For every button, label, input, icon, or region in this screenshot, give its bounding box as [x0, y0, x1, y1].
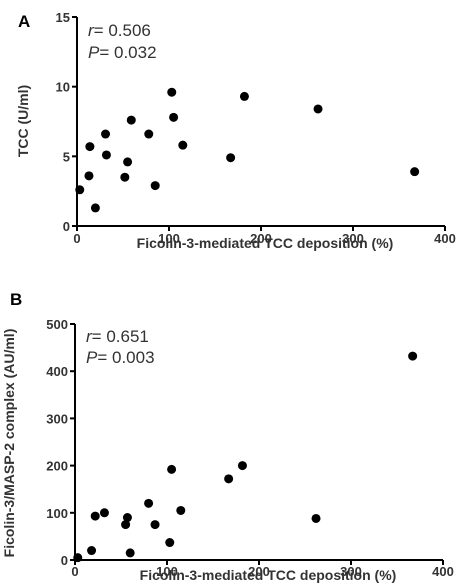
data-point: [167, 464, 177, 474]
data-point: [120, 172, 130, 182]
r-statistic: r= 0.506: [88, 21, 151, 40]
data-point: [126, 115, 136, 125]
y-axis-label: TCC (U/ml): [15, 85, 31, 157]
data-point: [125, 548, 135, 558]
y-tick-label: 400: [46, 364, 68, 379]
data-point: [90, 203, 100, 213]
data-point: [150, 181, 160, 191]
x-axis-label: Ficolin-3-mediated TCC deposition (%): [137, 235, 394, 251]
x-tick-label: 400: [432, 564, 454, 579]
r-statistic: r= 0.651: [86, 327, 149, 346]
data-point: [311, 513, 321, 523]
data-point: [167, 87, 177, 97]
data-point: [123, 157, 133, 167]
data-point: [410, 167, 420, 177]
data-point: [84, 171, 94, 181]
data-point: [165, 538, 175, 548]
y-tick-label: 500: [46, 317, 68, 332]
data-point: [176, 505, 186, 515]
panel-letter: A: [18, 12, 30, 31]
x-tick-label: 400: [434, 231, 456, 246]
data-point: [101, 150, 111, 160]
y-axis-label: Ficolin-3/MASP-2 complex (AU/ml): [1, 329, 17, 558]
x-tick-label: 0: [71, 564, 78, 579]
y-tick-label: 5: [63, 149, 70, 164]
data-point: [144, 498, 154, 508]
panel-letter: B: [10, 290, 22, 309]
p-statistic: P= 0.032: [88, 43, 157, 62]
panel-a: A r= 0.506 P= 0.032 Ficolin-3-mediated T…: [15, 10, 456, 251]
data-point: [101, 129, 111, 139]
x-tick-label: 200: [250, 231, 272, 246]
data-point: [237, 461, 247, 471]
x-tick-label: 100: [158, 231, 180, 246]
panel-b: B r= 0.651 P= 0.003 Ficolin-3-mediated T…: [1, 290, 454, 583]
data-point: [90, 511, 100, 521]
r-symbol: r: [88, 21, 95, 40]
x-tick-label: 0: [73, 231, 80, 246]
x-tick-label: 200: [248, 564, 270, 579]
data-point: [178, 140, 188, 150]
y-tick-label: 100: [46, 506, 68, 521]
x-tick-label: 100: [156, 564, 178, 579]
r-value: = 0.506: [94, 21, 151, 40]
data-point: [224, 474, 234, 484]
p-symbol: P: [86, 348, 98, 367]
y-tick-label: 0: [61, 553, 68, 568]
p-value: = 0.032: [99, 43, 156, 62]
p-symbol: P: [88, 43, 100, 62]
y-tick-label: 15: [56, 10, 70, 25]
y-tick-label: 300: [46, 411, 68, 426]
x-tick-label: 300: [340, 564, 362, 579]
x-tick-label: 300: [342, 231, 364, 246]
data-point: [408, 351, 418, 361]
data-point: [121, 520, 131, 530]
x-axis-label: Ficolin-3-mediated TCC deposition (%): [140, 567, 397, 583]
data-point: [122, 513, 132, 523]
p-value: = 0.003: [97, 348, 154, 367]
data-point: [169, 112, 179, 122]
r-symbol: r: [86, 327, 93, 346]
data-point: [85, 142, 95, 152]
data-point: [239, 91, 249, 101]
data-point: [226, 153, 236, 163]
r-value: = 0.651: [92, 327, 149, 346]
data-point: [75, 185, 85, 195]
y-tick-label: 200: [46, 459, 68, 474]
data-point: [73, 553, 83, 563]
data-point: [144, 129, 154, 139]
data-point: [313, 104, 323, 114]
y-tick-label: 0: [63, 219, 70, 234]
data-point: [87, 546, 97, 556]
data-point: [99, 508, 109, 518]
data-point: [150, 520, 160, 530]
y-tick-label: 10: [56, 80, 70, 95]
p-statistic: P= 0.003: [86, 348, 155, 367]
